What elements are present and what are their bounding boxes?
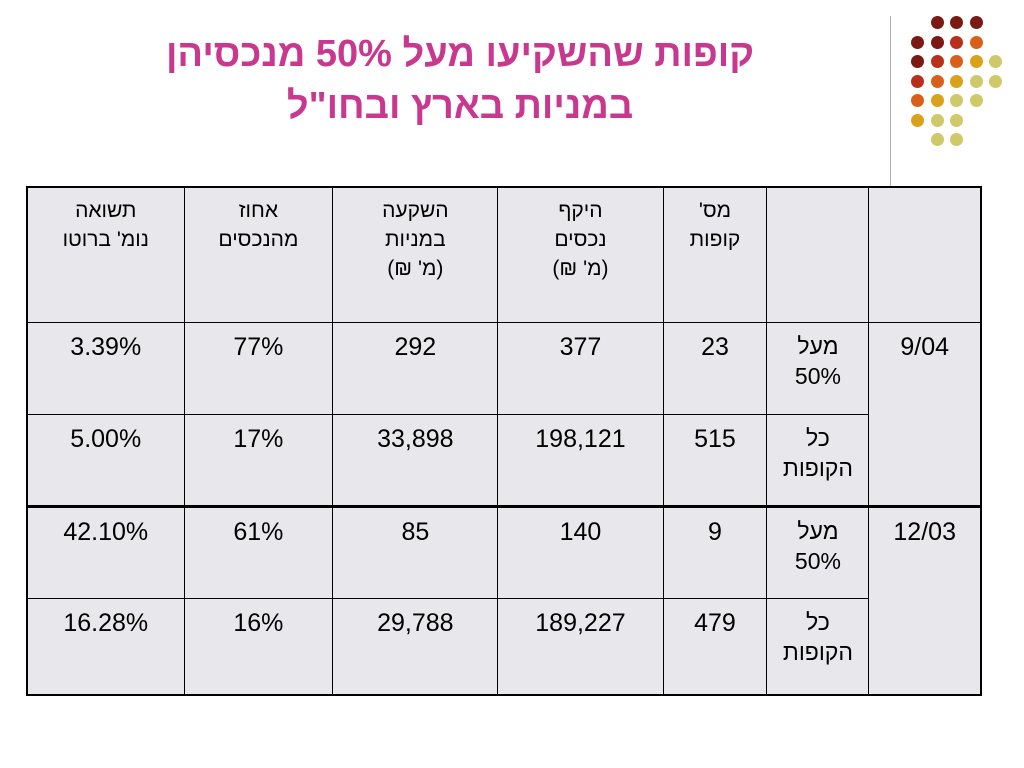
funds-table: מס' קופות היקף נכסים (מ' ₪) השקעה במניות…: [26, 186, 982, 696]
decorative-dot: [911, 35, 924, 49]
decorative-dot: [950, 35, 963, 49]
decorative-dot: [911, 55, 924, 68]
table-header-row: מס' קופות היקף נכסים (מ' ₪) השקעה במניות…: [26, 186, 982, 323]
stock-investment-cell: 292: [332, 321, 499, 415]
stock-investment-cell: 85: [332, 505, 499, 600]
row-label: מעל 50%: [766, 321, 870, 415]
table-row: 12/03 מעל 50% 9 140 85 61% 42.10%: [26, 505, 982, 696]
slide-title-line-2: במניות בארץ ובחו"ל: [286, 85, 634, 127]
decorative-dot: [930, 35, 944, 49]
decorative-dot: [930, 133, 944, 146]
table-row: 9/04 מעל 50% 23 377 292 77% 3.39%: [26, 321, 982, 508]
header-asset-share: אחוז מהנכסים: [183, 186, 334, 323]
decorative-divider: [890, 16, 891, 186]
decorative-dot: [950, 74, 963, 88]
decorative-dot: [911, 94, 924, 107]
stock-investment-cell: 33,898: [332, 413, 499, 508]
num-funds-cell: 9: [662, 505, 768, 600]
return-cell: 5.00%: [26, 413, 185, 508]
num-funds-cell: 479: [662, 598, 768, 696]
header-group: [766, 186, 870, 323]
decorative-dot: [950, 16, 963, 29]
table-row: כל הקופות 515 198,121 33,898 17% 5.00%: [26, 413, 981, 508]
stock-investment-cell: 29,788: [332, 598, 499, 696]
row-label: מעל 50%: [766, 505, 870, 600]
decorative-dot: [950, 55, 963, 68]
decorative-dot: [989, 55, 1002, 68]
asset-share-cell: 16%: [183, 598, 334, 696]
decorative-dot: [950, 133, 963, 146]
table-row: כל הקופות 479 189,227 29,788 16% 16.28%: [26, 598, 981, 696]
asset-share-cell: 61%: [183, 505, 334, 600]
decorative-dot: [930, 16, 944, 29]
return-cell: 3.39%: [26, 321, 185, 415]
decorative-dot: [969, 35, 983, 49]
header-num-funds: מס' קופות: [662, 186, 768, 323]
slide-title-line-1: קופות שהשקיעו מעל 50% מנכסיהן: [165, 33, 755, 75]
row-label: כל הקופות: [766, 598, 870, 696]
header-period: [868, 186, 982, 323]
decorative-dot: [950, 94, 963, 107]
assets-cell: 377: [497, 321, 664, 415]
decorative-dot: [930, 74, 944, 88]
decorative-dot: [969, 55, 983, 68]
decorative-dot: [950, 113, 963, 127]
asset-share-cell: 77%: [183, 321, 334, 415]
num-funds-cell: 515: [662, 413, 768, 508]
decorative-dot: [930, 113, 944, 127]
assets-cell: 189,227: [497, 598, 664, 696]
num-funds-cell: 23: [662, 321, 768, 415]
decorative-dot: [969, 16, 983, 29]
decorative-dot: [930, 55, 944, 68]
decorative-dot: [930, 94, 944, 107]
decorative-dot: [969, 94, 983, 107]
decorative-dot: [969, 74, 983, 88]
header-assets: היקף נכסים (מ' ₪): [497, 186, 664, 323]
slide-title: קופות שהשקיעו מעל 50% מנכסיהן במניות באר…: [40, 28, 880, 132]
header-return: תשואה נומ' ברוטו: [26, 186, 185, 323]
assets-cell: 140: [497, 505, 664, 600]
decorative-dot: [911, 74, 924, 88]
return-cell: 16.28%: [26, 598, 185, 696]
return-cell: 42.10%: [26, 505, 185, 600]
row-label: כל הקופות: [766, 413, 870, 508]
decorative-dot: [989, 74, 1002, 88]
decorative-dot: [911, 113, 924, 127]
assets-cell: 198,121: [497, 413, 664, 508]
asset-share-cell: 17%: [183, 413, 334, 508]
period-cell: 12/03: [868, 505, 982, 696]
header-stock-investment: השקעה במניות (מ' ₪): [332, 186, 499, 323]
period-cell: 9/04: [868, 321, 982, 508]
